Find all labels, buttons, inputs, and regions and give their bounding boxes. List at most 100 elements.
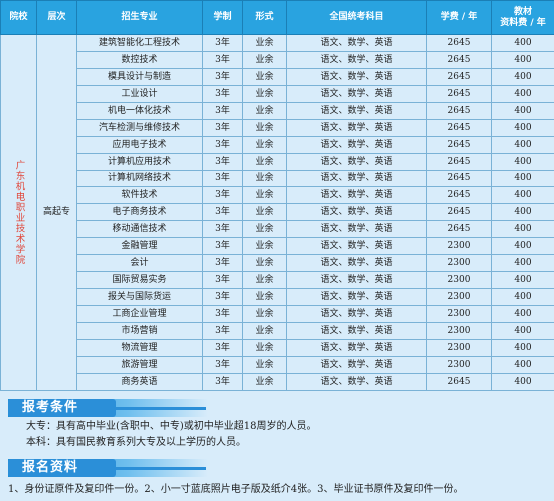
mode-cell: 业余	[242, 372, 287, 391]
table-row: 工业设计 3年 业余 语文、数学、英语 2645 400	[1, 84, 554, 103]
col-header-school: 院校	[0, 0, 37, 35]
subjects-cell: 语文、数学、英语	[286, 203, 427, 222]
table-row: 机电一体化技术 3年 业余 语文、数学、英语 2645 400	[1, 101, 554, 120]
subjects-cell: 语文、数学、英语	[286, 288, 427, 306]
tuition-cell: 2645	[426, 152, 492, 171]
mode-cell: 业余	[242, 338, 287, 357]
col-header-material-line2: 资料费 / 年	[500, 17, 546, 28]
mode-cell: 业余	[242, 186, 287, 205]
major-cell: 工业设计	[76, 84, 203, 103]
duration-cell: 3年	[202, 135, 243, 154]
major-cell: 报关与国际货运	[76, 288, 203, 306]
requirements-title: 报考条件	[22, 400, 79, 415]
material-cell: 400	[491, 271, 554, 290]
subjects-cell: 语文、数学、英语	[286, 372, 427, 391]
duration-cell: 3年	[202, 169, 243, 188]
table-row: 应用电子技术 3年 业余 语文、数学、英语 2645 400	[1, 135, 554, 154]
duration-cell: 3年	[202, 271, 243, 290]
material-cell: 400	[491, 203, 554, 222]
duration-cell: 3年	[202, 186, 243, 205]
duration-cell: 3年	[202, 84, 243, 103]
level-cell: 高起专	[36, 34, 77, 391]
subjects-cell: 语文、数学、英语	[286, 220, 427, 239]
duration-cell: 3年	[202, 101, 243, 120]
material-cell: 400	[491, 169, 554, 188]
major-cell: 汽车检测与维修技术	[76, 118, 203, 137]
tuition-cell: 2645	[426, 203, 492, 222]
tuition-cell: 2645	[426, 118, 492, 137]
mode-cell: 业余	[242, 152, 287, 171]
mode-cell: 业余	[242, 101, 287, 120]
col-header-subjects: 全国统考科目	[286, 0, 427, 35]
subjects-cell: 语文、数学、英语	[286, 67, 427, 86]
material-cell: 400	[491, 34, 554, 52]
subjects-cell: 语文、数学、英语	[286, 254, 427, 273]
tuition-cell: 2300	[426, 355, 492, 374]
major-cell: 移动通信技术	[76, 220, 203, 239]
subjects-cell: 语文、数学、英语	[286, 237, 427, 256]
col-header-level: 层次	[36, 0, 77, 35]
mode-cell: 业余	[242, 355, 287, 374]
table-row: 移动通信技术 3年 业余 语文、数学、英语 2645 400	[1, 220, 554, 239]
material-cell: 400	[491, 186, 554, 205]
subjects-cell: 语文、数学、英语	[286, 101, 427, 120]
material-cell: 400	[491, 220, 554, 239]
material-cell: 400	[491, 50, 554, 69]
subjects-cell: 语文、数学、英语	[286, 321, 427, 340]
mode-cell: 业余	[242, 237, 287, 256]
tuition-cell: 2300	[426, 338, 492, 357]
table-row: 汽车检测与维修技术 3年 业余 语文、数学、英语 2645 400	[1, 118, 554, 137]
tuition-cell: 2645	[426, 186, 492, 205]
tuition-cell: 2645	[426, 135, 492, 154]
table-row: 金融管理 3年 业余 语文、数学、英语 2300 400	[1, 237, 554, 256]
requirements-line-2: 本科：具有国民教育系列大专及以上学历的人员。	[26, 437, 246, 448]
subjects-cell: 语文、数学、英语	[286, 169, 427, 188]
major-cell: 工商企业管理	[76, 305, 203, 323]
col-header-mode: 形式	[242, 0, 287, 35]
col-header-material-line1: 教材	[513, 6, 532, 17]
material-cell: 400	[491, 305, 554, 323]
material-cell: 400	[491, 355, 554, 374]
major-cell: 电子商务技术	[76, 203, 203, 222]
tuition-cell: 2300	[426, 271, 492, 290]
mode-cell: 业余	[242, 118, 287, 137]
documents-section-bar: 报名资料	[8, 459, 208, 477]
subjects-cell: 语文、数学、英语	[286, 271, 427, 290]
duration-cell: 3年	[202, 203, 243, 222]
tuition-cell: 2300	[426, 254, 492, 273]
mode-cell: 业余	[242, 321, 287, 340]
subjects-cell: 语文、数学、英语	[286, 118, 427, 137]
table-row: 会计 3年 业余 语文、数学、英语 2300 400	[1, 254, 554, 273]
col-header-material: 教材 资料费 / 年	[491, 0, 554, 35]
duration-cell: 3年	[202, 50, 243, 69]
duration-cell: 3年	[202, 305, 243, 323]
mode-cell: 业余	[242, 220, 287, 239]
duration-cell: 3年	[202, 152, 243, 171]
material-cell: 400	[491, 321, 554, 340]
major-cell: 市场营销	[76, 321, 203, 340]
major-cell: 机电一体化技术	[76, 101, 203, 120]
major-cell: 国际贸易实务	[76, 271, 203, 290]
table-row: 物流管理 3年 业余 语文、数学、英语 2300 400	[1, 338, 554, 357]
material-cell: 400	[491, 288, 554, 306]
major-cell: 计算机网络技术	[76, 169, 203, 188]
major-cell: 金融管理	[76, 237, 203, 256]
major-cell: 建筑智能化工程技术	[76, 34, 203, 52]
table-row: 广东机电职业技术学院 高起专 建筑智能化工程技术 3年 业余 语文、数学、英语 2645 40…	[0, 34, 554, 391]
duration-cell: 3年	[202, 338, 243, 357]
tuition-cell: 2645	[426, 169, 492, 188]
tuition-cell: 2645	[426, 34, 492, 52]
table-row: 旅游管理 3年 业余 语文、数学、英语 2300 400	[1, 355, 554, 374]
col-header-major: 招生专业	[76, 0, 203, 35]
duration-cell: 3年	[202, 237, 243, 256]
subjects-cell: 语文、数学、英语	[286, 355, 427, 374]
duration-cell: 3年	[202, 34, 243, 52]
subjects-cell: 语文、数学、英语	[286, 186, 427, 205]
table-row: 模具设计与制造 3年 业余 语文、数学、英语 2645 400	[1, 67, 554, 86]
table-row: 工商企业管理 3年 业余 语文、数学、英语 2300 400	[1, 305, 554, 323]
duration-cell: 3年	[202, 372, 243, 391]
subjects-cell: 语文、数学、英语	[286, 135, 427, 154]
requirements-section-bar: 报考条件	[8, 399, 208, 417]
table-row: 数控技术 3年 业余 语文、数学、英语 2645 400	[1, 50, 554, 69]
table-header-row: 院校 层次 招生专业 学制 形式 全国统考科目 学费 / 年 教材 资料费 / 年	[0, 0, 554, 35]
